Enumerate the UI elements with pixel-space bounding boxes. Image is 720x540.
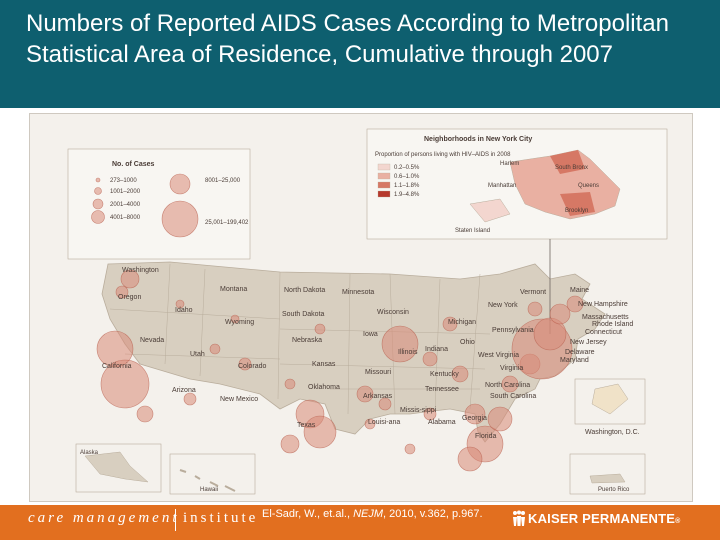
state-label: New Jersey (570, 339, 607, 346)
citation-details: , 2010, v.362, p.967. (383, 508, 483, 520)
state-label: Colorado (238, 363, 267, 370)
slide-title: Numbers of Reported AIDS Cases According… (26, 10, 669, 68)
state-label: Delaware (565, 349, 595, 356)
state-label: Ohio (460, 339, 475, 346)
legend-item: 1001–2000 (110, 189, 141, 195)
legend-item: 4001–8000 (110, 215, 141, 221)
citation-authors: El-Sadr, W., et.al., (262, 508, 354, 520)
state-label: New York (488, 302, 518, 309)
state-label: Texas (297, 422, 316, 429)
state-label: North Dakota (284, 287, 325, 294)
state-label: Pennsylvania (492, 327, 534, 334)
nyc-range: 0.2–0.5% (394, 165, 420, 171)
state-label: Michigan (448, 319, 476, 326)
state-label: Connecticut (585, 329, 622, 336)
state-label: Kentucky (430, 371, 459, 378)
state-label: Hawaii (200, 487, 218, 493)
wordmark-divider (175, 509, 176, 531)
aids-map-figure: No. of Cases 273–1000 1001–2000 2001–400… (29, 113, 693, 502)
legend-item: 25,001–199,402 (205, 220, 249, 226)
nyc-inset-subtitle: Proportion of persons living with HIV–AI… (375, 152, 511, 158)
nyc-range: 1.1–1.8% (394, 183, 420, 189)
nyc-inset-title: Neighborhoods in New York City (424, 136, 532, 143)
institute-wordmark-left: care management (28, 510, 180, 526)
state-label: Florida (475, 433, 497, 440)
state-label: Maryland (560, 357, 589, 364)
footer-bar (0, 505, 720, 540)
nyc-neighborhood: Brooklyn (565, 208, 588, 214)
nyc-inset: Neighborhoods in New York City Proportio… (366, 128, 668, 334)
state-label: California (102, 363, 132, 370)
legend-title: No. of Cases (112, 161, 155, 168)
state-label: Montana (220, 286, 247, 293)
nyc-neighborhood: Manhattan (488, 183, 516, 189)
legend-item: 2001–4000 (110, 202, 141, 208)
state-label: Georgia (462, 415, 487, 422)
nyc-neighborhood: Queens (578, 183, 599, 189)
legend-item: 273–1000 (110, 178, 137, 184)
brand-mark: ® (675, 518, 681, 525)
state-label: Washington (122, 267, 159, 274)
state-label: South Carolina (490, 393, 536, 400)
kaiser-people-icon (513, 510, 525, 526)
state-label: Vermont (520, 289, 546, 296)
state-label: Indiana (425, 346, 448, 353)
brand-name: KAISER PERMANENTE (528, 511, 676, 526)
state-label: Massachusetts (582, 314, 629, 321)
state-label: Arkansas (363, 393, 393, 400)
state-label: Minnesota (342, 289, 374, 296)
state-label: Utah (190, 351, 205, 358)
state-label: Arizona (172, 387, 196, 394)
state-label: North Carolina (485, 382, 530, 389)
nyc-neighborhood: Harlem (500, 161, 519, 167)
state-label: New Mexico (220, 396, 258, 403)
state-label: Alaska (80, 450, 99, 456)
state-label: Wyoming (225, 319, 254, 326)
state-label: Washington, D.C. (585, 429, 640, 436)
state-label: Illinois (398, 349, 418, 356)
state-label: Missouri (365, 369, 392, 376)
state-label: Idaho (175, 307, 193, 314)
state-label: Puerto Rico (598, 487, 630, 493)
nyc-range: 0.6–1.0% (394, 174, 420, 180)
case-bubbles (96, 269, 584, 472)
state-label: Kansas (312, 361, 336, 368)
legend: No. of Cases 273–1000 1001–2000 2001–400… (67, 148, 251, 260)
legend-item: 8001–25,000 (205, 178, 241, 184)
nyc-neighborhood: Staten Island (455, 228, 490, 234)
state-label: Maine (570, 287, 589, 294)
state-label: Iowa (363, 331, 378, 338)
title-bar (0, 0, 720, 108)
state-label: Alabama (428, 419, 456, 426)
state-label: Rhode Island (592, 321, 633, 328)
state-label: South Dakota (282, 311, 325, 318)
state-label: Oregon (118, 294, 141, 301)
state-labels: Washington Oregon Idaho Montana Wyoming … (80, 267, 640, 493)
institute-wordmark-right: institute (183, 510, 259, 526)
citation-journal: NEJM (353, 508, 384, 520)
kaiser-permanente-logo: KAISER PERMANENTE® (528, 511, 681, 526)
state-label: West Virginia (478, 352, 519, 359)
us-map: No. of Cases 273–1000 1001–2000 2001–400… (67, 128, 668, 495)
nyc-range: 1.9–4.8% (394, 192, 420, 198)
state-borders (109, 263, 491, 415)
state-label: Nevada (140, 337, 164, 344)
state-label: New Hampshire (578, 301, 628, 308)
nyc-neighborhood: South Bronx (555, 165, 588, 171)
state-label: Nebraska (292, 337, 322, 344)
state-label: Louisi-ana (368, 419, 400, 426)
state-label: Tennessee (425, 386, 459, 393)
citation: El-Sadr, W., et.al., NEJM, 2010, v.362, … (262, 508, 483, 520)
state-label: Oklahoma (308, 384, 340, 391)
state-label: Wisconsin (377, 309, 409, 316)
state-label: Missis-sippi (400, 407, 437, 414)
state-label: Virginia (500, 365, 523, 372)
